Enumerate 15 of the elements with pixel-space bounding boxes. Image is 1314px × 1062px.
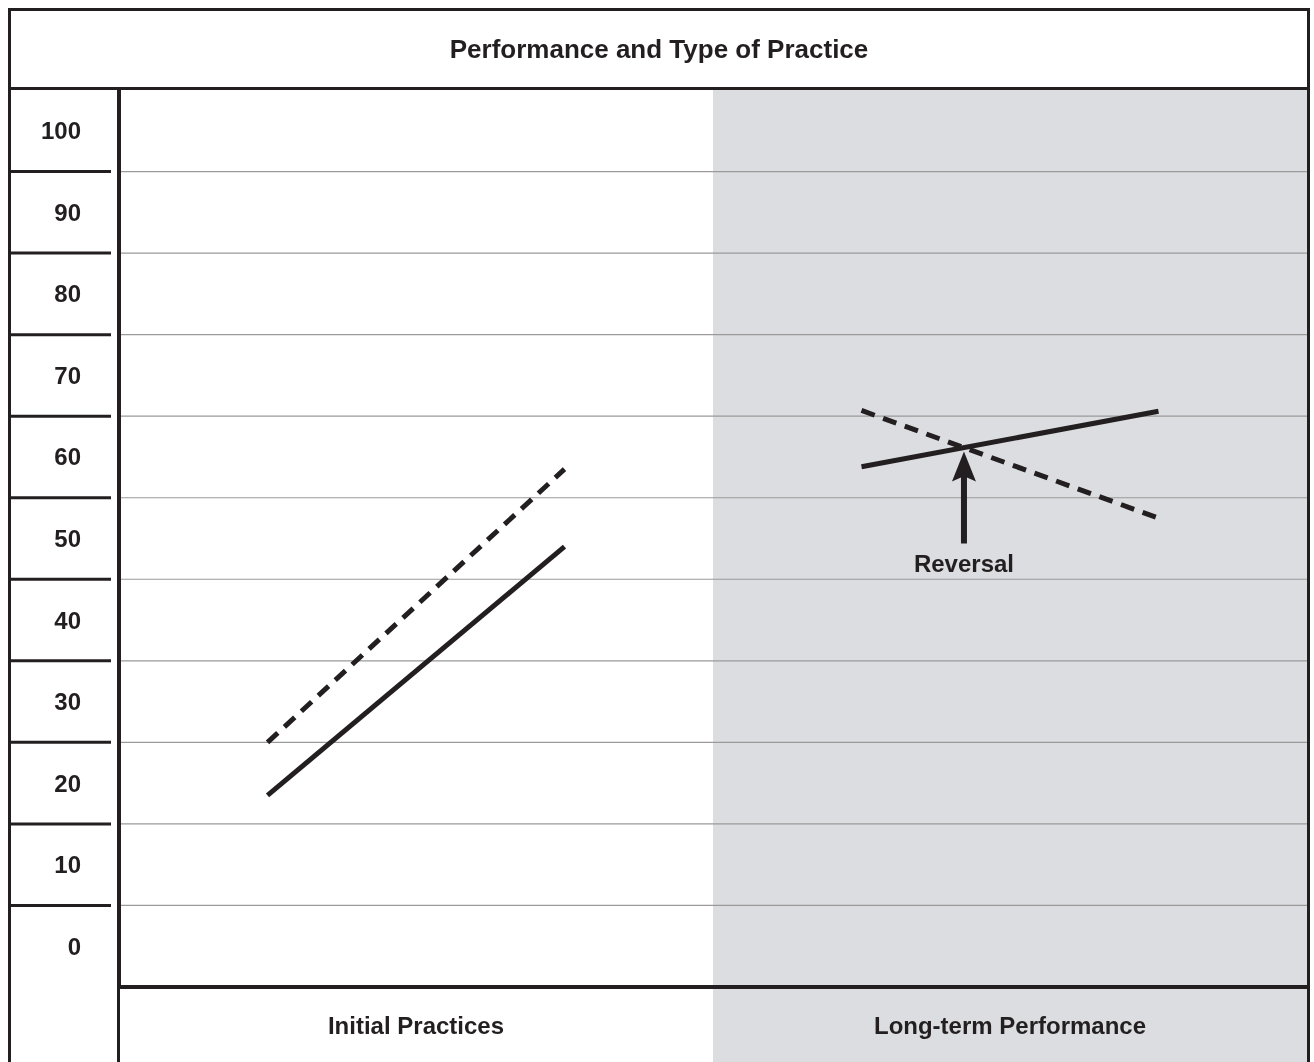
y-tick-label: 70 xyxy=(54,361,81,389)
chart-title: Performance and Type of Practice xyxy=(11,11,1307,90)
annotation: Reversal xyxy=(913,549,1014,577)
y-tick-label: 10 xyxy=(54,851,81,879)
text: Initial Practices xyxy=(326,1011,506,1041)
y-tick-label: 40 xyxy=(54,606,81,634)
y-tick-label: 90 xyxy=(54,198,81,226)
y-tick-label: 60 xyxy=(54,443,81,471)
y-tick-label: 50 xyxy=(54,525,81,552)
y-tick-label: 20 xyxy=(54,769,81,797)
y-tick-label: 0 xyxy=(67,932,81,960)
y-tick-label: 80 xyxy=(54,280,81,308)
y-tick-label: 30 xyxy=(54,688,81,716)
y-tick-label: 100 xyxy=(40,117,81,145)
text: Long-term Performance xyxy=(872,1011,1148,1041)
